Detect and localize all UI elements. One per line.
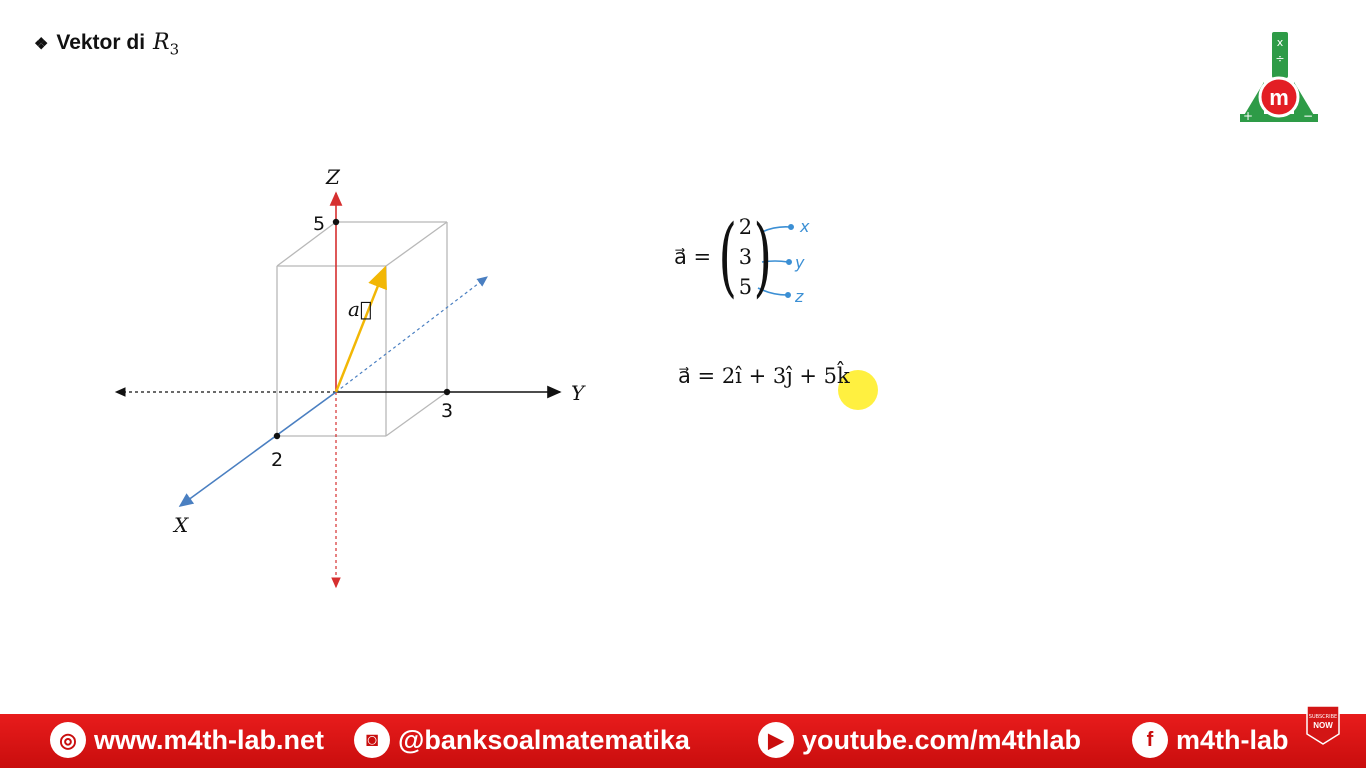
svg-text:÷: ÷ <box>1275 52 1284 65</box>
svg-text:x: x <box>1277 36 1284 49</box>
x-axis-negative <box>335 276 488 393</box>
annotation-x: x <box>799 217 810 236</box>
title-math: R3 <box>153 30 180 59</box>
x-axis <box>178 391 337 507</box>
youtube-icon: ▶ <box>758 722 794 758</box>
vector-3d-diagram: Z Y X a⃗ 5 3 2 x y z <box>114 165 810 589</box>
m4th-lab-logo: x ÷ m + − <box>1240 32 1318 123</box>
svg-text:m: m <box>1269 85 1289 110</box>
footer-instagram[interactable]: ◙ @banksoalmatematika <box>354 722 690 758</box>
svg-text:+: + <box>1243 109 1253 123</box>
left-paren: ( <box>718 207 738 307</box>
vector-a-arrow <box>334 265 387 393</box>
column-vector-components: 2 3 5 <box>739 212 752 302</box>
z-tick-label: 5 <box>313 213 325 235</box>
annotation-y: y <box>794 253 805 272</box>
subscribe-now-badge[interactable]: SUBSCRIBE NOW <box>1305 704 1341 746</box>
footer-facebook[interactable]: f m4th-lab <box>1132 722 1289 758</box>
y-tick-label: 3 <box>441 400 453 422</box>
z-axis-label: Z <box>325 165 341 189</box>
dribbble-icon: ◎ <box>50 722 86 758</box>
footer-youtube-text: youtube.com/m4thlab <box>802 724 1082 755</box>
equation1-lhs: a⃗ = <box>674 245 712 269</box>
cuboid-box <box>276 221 448 437</box>
facebook-icon: f <box>1132 722 1168 758</box>
footer-website-text: www.m4th-lab.net <box>94 724 325 755</box>
four-diamond-bullet-icon: ❖ <box>34 36 49 53</box>
x-tick-label: 2 <box>271 449 283 471</box>
cursor-highlight <box>838 370 878 410</box>
annotation-z: z <box>794 287 804 306</box>
right-paren: ) <box>753 207 773 307</box>
footer-youtube[interactable]: ▶ youtube.com/m4thlab <box>758 722 1081 758</box>
component-y: 3 <box>738 245 753 269</box>
footer-instagram-text: @banksoalmatematika <box>398 724 690 755</box>
footer-facebook-text: m4th-lab <box>1176 724 1289 755</box>
footer-bar: ◎ www.m4th-lab.net ◙ @banksoalmatematika… <box>0 714 1366 768</box>
handwritten-annotations <box>757 224 794 298</box>
svg-text:−: − <box>1303 109 1313 123</box>
svg-text:NOW: NOW <box>1313 721 1333 730</box>
component-x: 2 <box>738 215 753 239</box>
tick-point-y <box>443 388 451 396</box>
tick-point-z <box>332 218 340 226</box>
component-z: 5 <box>738 275 753 299</box>
y-axis-label: Y <box>571 381 586 405</box>
svg-text:SUBSCRIBE: SUBSCRIBE <box>1309 714 1337 720</box>
slide-title: ❖ Vektor di R3 <box>34 30 179 58</box>
footer-website[interactable]: ◎ www.m4th-lab.net <box>50 722 324 758</box>
instagram-icon: ◙ <box>354 722 390 758</box>
unit-vector-equation: a⃗ = 2î + 3ĵ + 5k̂ <box>678 364 850 388</box>
column-vector-equation: a⃗ = ( 2 3 5 ) <box>674 214 780 300</box>
title-text: Vektor di <box>56 31 146 54</box>
vector-a-label: a⃗ <box>348 297 372 321</box>
x-axis-label: X <box>172 513 189 537</box>
tick-point-x <box>273 432 281 440</box>
